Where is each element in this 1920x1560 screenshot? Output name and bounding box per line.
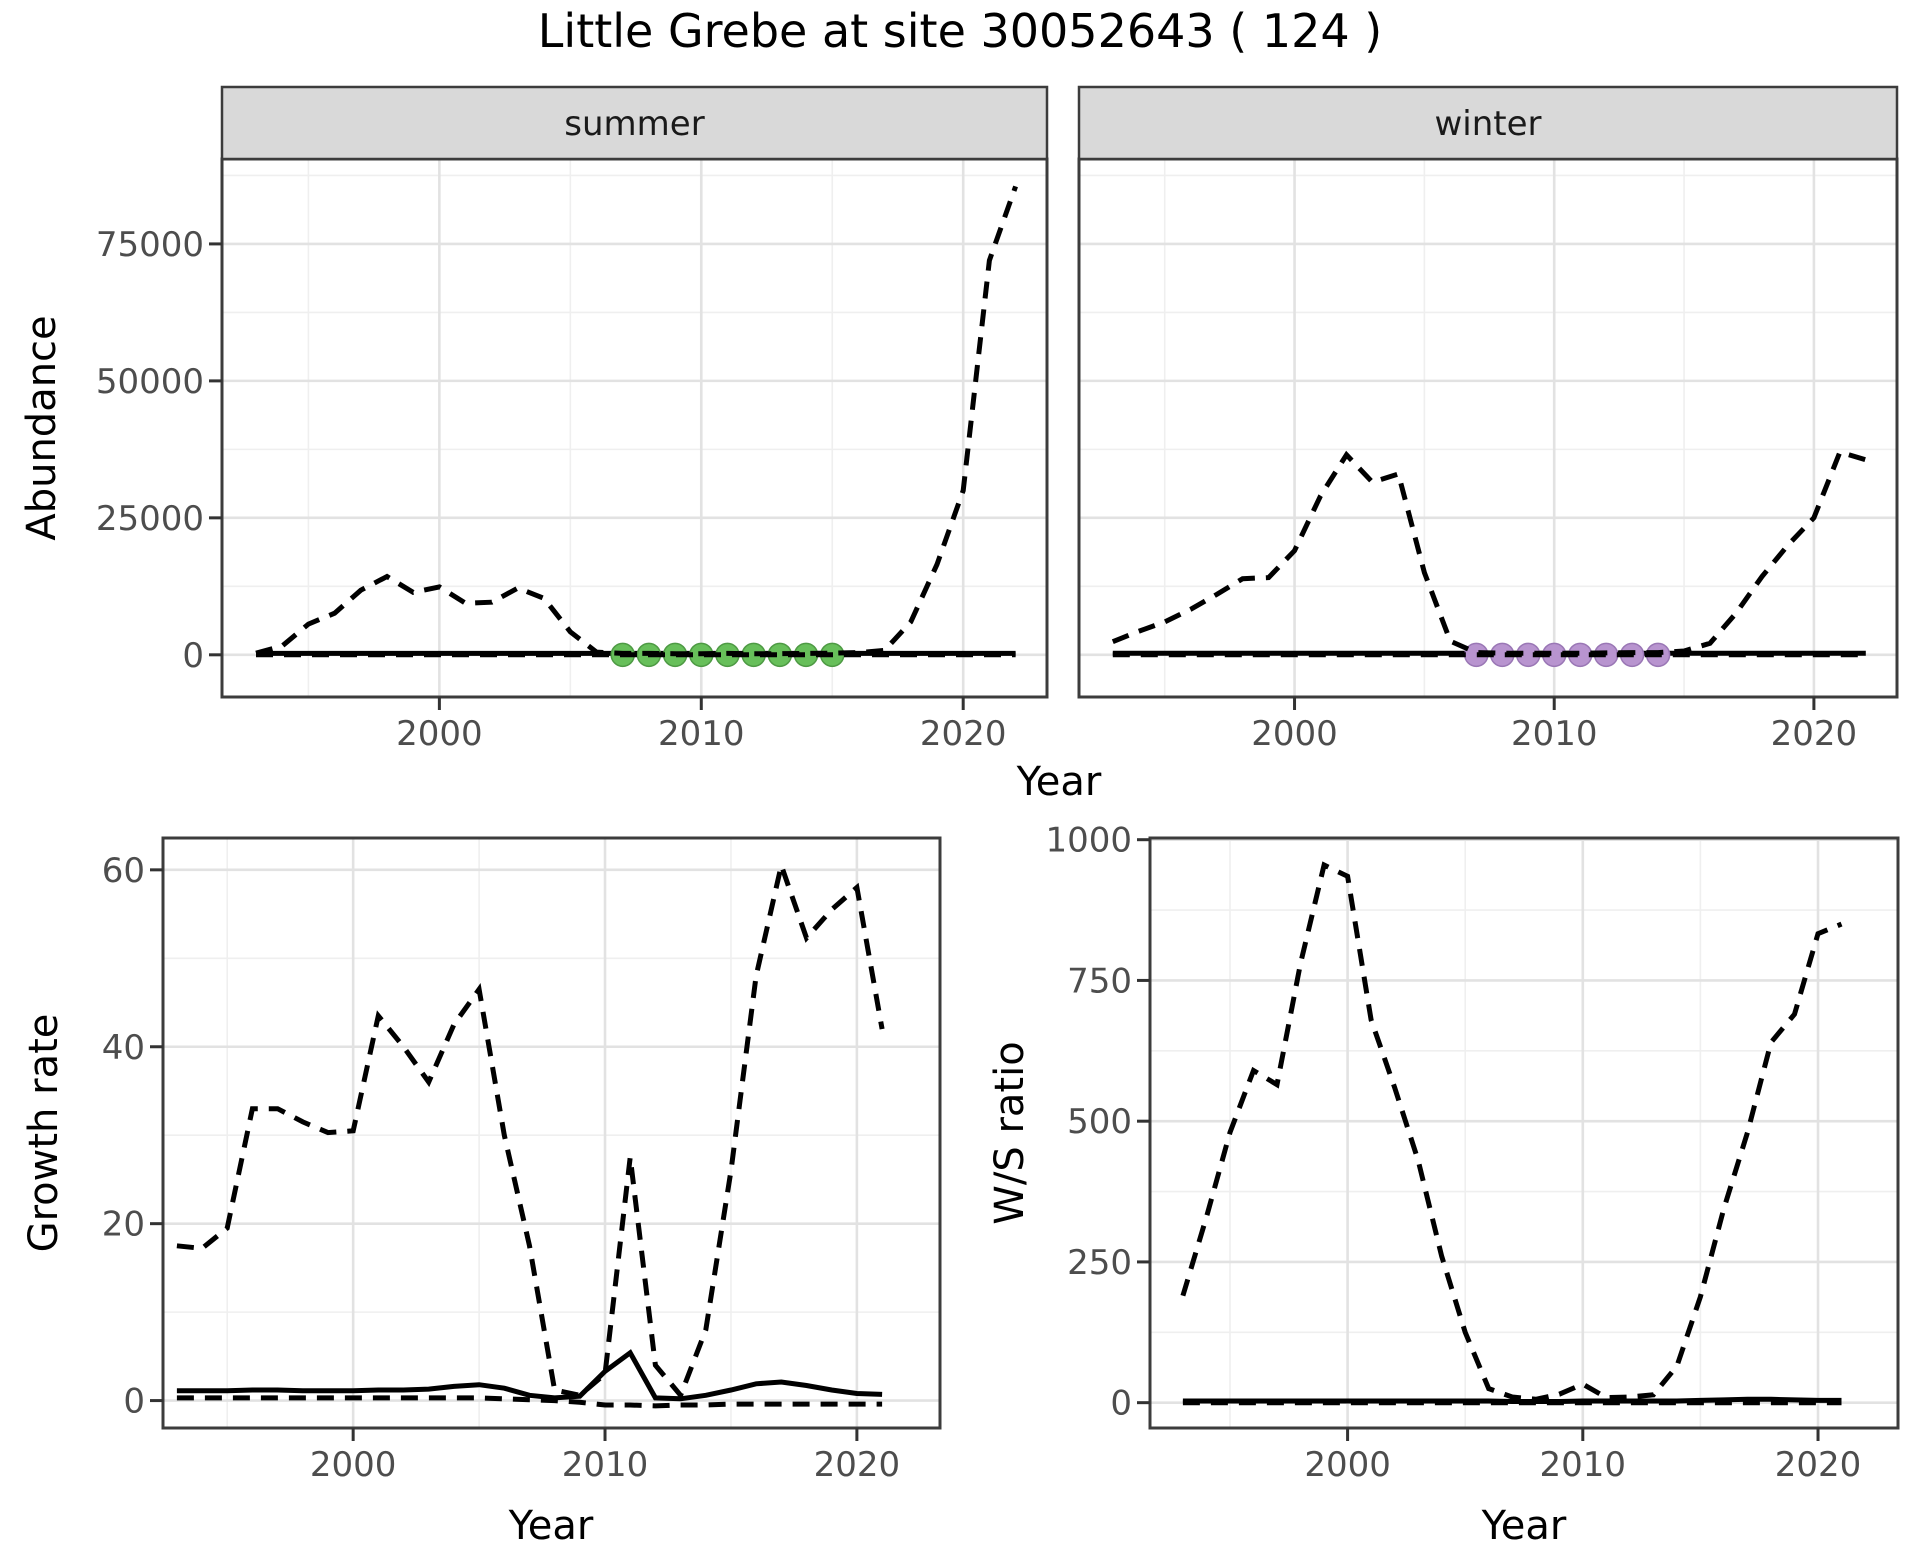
y-tick-label: 500 (1067, 1102, 1132, 1142)
y-tick-label: 250 (1067, 1243, 1132, 1283)
panel-ws-ratio: 2000 2010 2020 0 250 500 750 1000 (1045, 821, 1900, 1485)
facet-strip-label: summer (564, 104, 704, 144)
summer-upper-ci-line (255, 185, 1018, 657)
facet-strip-summer (220, 85, 1049, 161)
year-axis-label-bottom-right: Year (1481, 1503, 1567, 1549)
growth-rate-lower-ci-line (176, 1395, 883, 1409)
x-tick-label: 2010 (658, 714, 745, 754)
facet-strip-winter (1077, 85, 1899, 161)
panel-summer: 2000 2010 2020 0 25000 50000 75000 summer (96, 85, 1049, 754)
growth-rate-axis-label: Growth rate (21, 1013, 67, 1253)
y-tick-label: 0 (1110, 1384, 1132, 1424)
panel-border (1148, 836, 1900, 1430)
x-tick-label: 2020 (1771, 714, 1858, 754)
x-tick-label: 2020 (1775, 1445, 1862, 1485)
facet-strip-label: winter (1434, 104, 1541, 144)
x-tick-label: 2000 (1251, 714, 1338, 754)
x-tick-label: 2000 (1304, 1445, 1391, 1485)
x-tick-label: 2010 (1511, 714, 1598, 754)
growth-rate-estimate-line (176, 1349, 883, 1402)
year-axis-label-top: Year (1016, 759, 1102, 805)
year-axis-label-bottom-left: Year (508, 1503, 594, 1549)
y-tick-label: 1000 (1045, 821, 1132, 861)
x-tick-label: 2020 (920, 714, 1007, 754)
ws-ratio-axis-label: W/S ratio (987, 1041, 1033, 1225)
x-tick-label: 2000 (396, 714, 483, 754)
panel-growth-rate: 2000 2010 2020 0 20 40 60 (102, 836, 942, 1485)
y-tick-label: 0 (123, 1382, 145, 1422)
y-tick-label: 50000 (96, 362, 204, 402)
y-tick-label: 40 (102, 1028, 145, 1068)
growth-rate-upper-ci-line (176, 856, 885, 1401)
x-tick-label: 2020 (814, 1445, 901, 1485)
panel-border (161, 836, 942, 1430)
page-title: Little Grebe at site 30052643 ( 124 ) (537, 4, 1383, 58)
y-tick-label: 60 (102, 851, 145, 891)
y-tick-label: 20 (102, 1205, 145, 1245)
x-tick-label: 2000 (310, 1445, 397, 1485)
panel-winter: 2000 2010 2020 winter (1077, 85, 1899, 754)
ws-ratio-estimate-line (1182, 1396, 1842, 1404)
y-tick-label: 75000 (96, 225, 204, 265)
x-tick-label: 2010 (562, 1445, 649, 1485)
ws-ratio-upper-ci-line (1180, 861, 1843, 1402)
y-tick-label: 750 (1067, 961, 1132, 1001)
x-tick-label: 2010 (1540, 1445, 1627, 1485)
abundance-axis-label: Abundance (19, 315, 65, 541)
y-tick-label: 0 (182, 636, 204, 676)
y-tick-label: 25000 (96, 499, 204, 539)
